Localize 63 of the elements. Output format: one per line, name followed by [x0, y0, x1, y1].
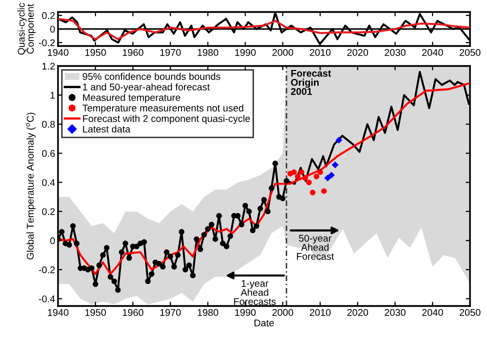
x-tick-label: 1940 — [48, 309, 68, 316]
x-axis-title: Date — [254, 320, 274, 326]
x-tick-label: 1990 — [235, 309, 256, 316]
y-tick-label: 0 — [50, 237, 55, 244]
x-tick-label: 2030 — [384, 309, 406, 316]
x-tick-label: 2040 — [422, 309, 443, 316]
y-tick-label: 0.8 — [42, 120, 55, 128]
legend-label: 1 and 50-year-ahead forecast — [83, 83, 210, 92]
x-tick-label: 1980 — [198, 49, 218, 56]
x-tick-label: 2040 — [422, 49, 443, 56]
x-tick-label: 1980 — [198, 309, 218, 316]
legend-label: Measured temperature — [83, 94, 180, 103]
line-series — [58, 18, 470, 40]
point — [294, 174, 300, 180]
x-tick-label: 2010 — [310, 49, 331, 56]
point — [310, 190, 316, 196]
x-tick-label: 1960 — [122, 49, 144, 56]
x-tick-label: 2020 — [347, 309, 368, 316]
point — [317, 169, 323, 175]
y-tick-label: 0 — [50, 26, 55, 33]
point — [324, 174, 332, 182]
y-tick-label: 1.2 — [42, 62, 55, 70]
ref-line-label: Forecast Origin 2001 — [290, 70, 332, 95]
x-tick-label: 2050 — [460, 309, 480, 316]
line-series — [58, 12, 470, 45]
x-tick-label: 2050 — [460, 49, 480, 56]
point — [302, 175, 308, 181]
y-tick-label: 0.4 — [42, 179, 55, 186]
y-tick-label: -0.2 — [38, 39, 55, 46]
x-tick-label: 1960 — [122, 309, 144, 316]
y-axis-title: Global Temperature Anomaly ($^{o}$C) — [26, 112, 36, 260]
point — [332, 162, 339, 168]
x-tick-label: 1950 — [85, 309, 106, 316]
y-tick-label: 0.2 — [42, 12, 55, 20]
y-tick-label: 0.6 — [42, 150, 55, 157]
point — [291, 169, 297, 175]
point — [306, 180, 312, 186]
y-tick-label: -0.4 — [38, 295, 55, 302]
x-tick-label: 1950 — [85, 49, 106, 56]
annotation: 1-year Ahead Forecasts — [234, 280, 276, 305]
x-tick-label: 1990 — [235, 49, 256, 56]
y-tick-label: 1 — [50, 92, 55, 99]
x-tick-label: 2030 — [384, 49, 406, 56]
legend-label: 95% confidence bounds bounds — [82, 72, 220, 80]
legend-label: Temperature measurements not used — [82, 104, 244, 114]
y-axis-title: Quasi-cyclic Component — [18, 3, 36, 55]
legend-label: Forecast with 2 component quasi-cycle — [83, 114, 250, 124]
y-tick-label: 0.2 — [42, 208, 55, 216]
point — [321, 188, 327, 194]
x-tick-label: 2000 — [272, 309, 294, 316]
y-tick-label: -0.2 — [38, 266, 55, 274]
point — [328, 172, 335, 178]
x-tick-label: 2020 — [347, 49, 368, 56]
x-tick-label: 1940 — [48, 49, 68, 56]
x-tick-label: 2000 — [272, 49, 294, 56]
x-tick-label: 1970 — [160, 49, 181, 56]
point — [336, 136, 342, 144]
point — [314, 174, 320, 180]
x-tick-label: 2010 — [310, 309, 331, 316]
point — [298, 169, 304, 175]
annotation: 50-year Ahead Forecast — [296, 234, 334, 260]
x-tick-label: 1970 — [160, 309, 181, 316]
legend-label: Latest data — [83, 125, 130, 133]
